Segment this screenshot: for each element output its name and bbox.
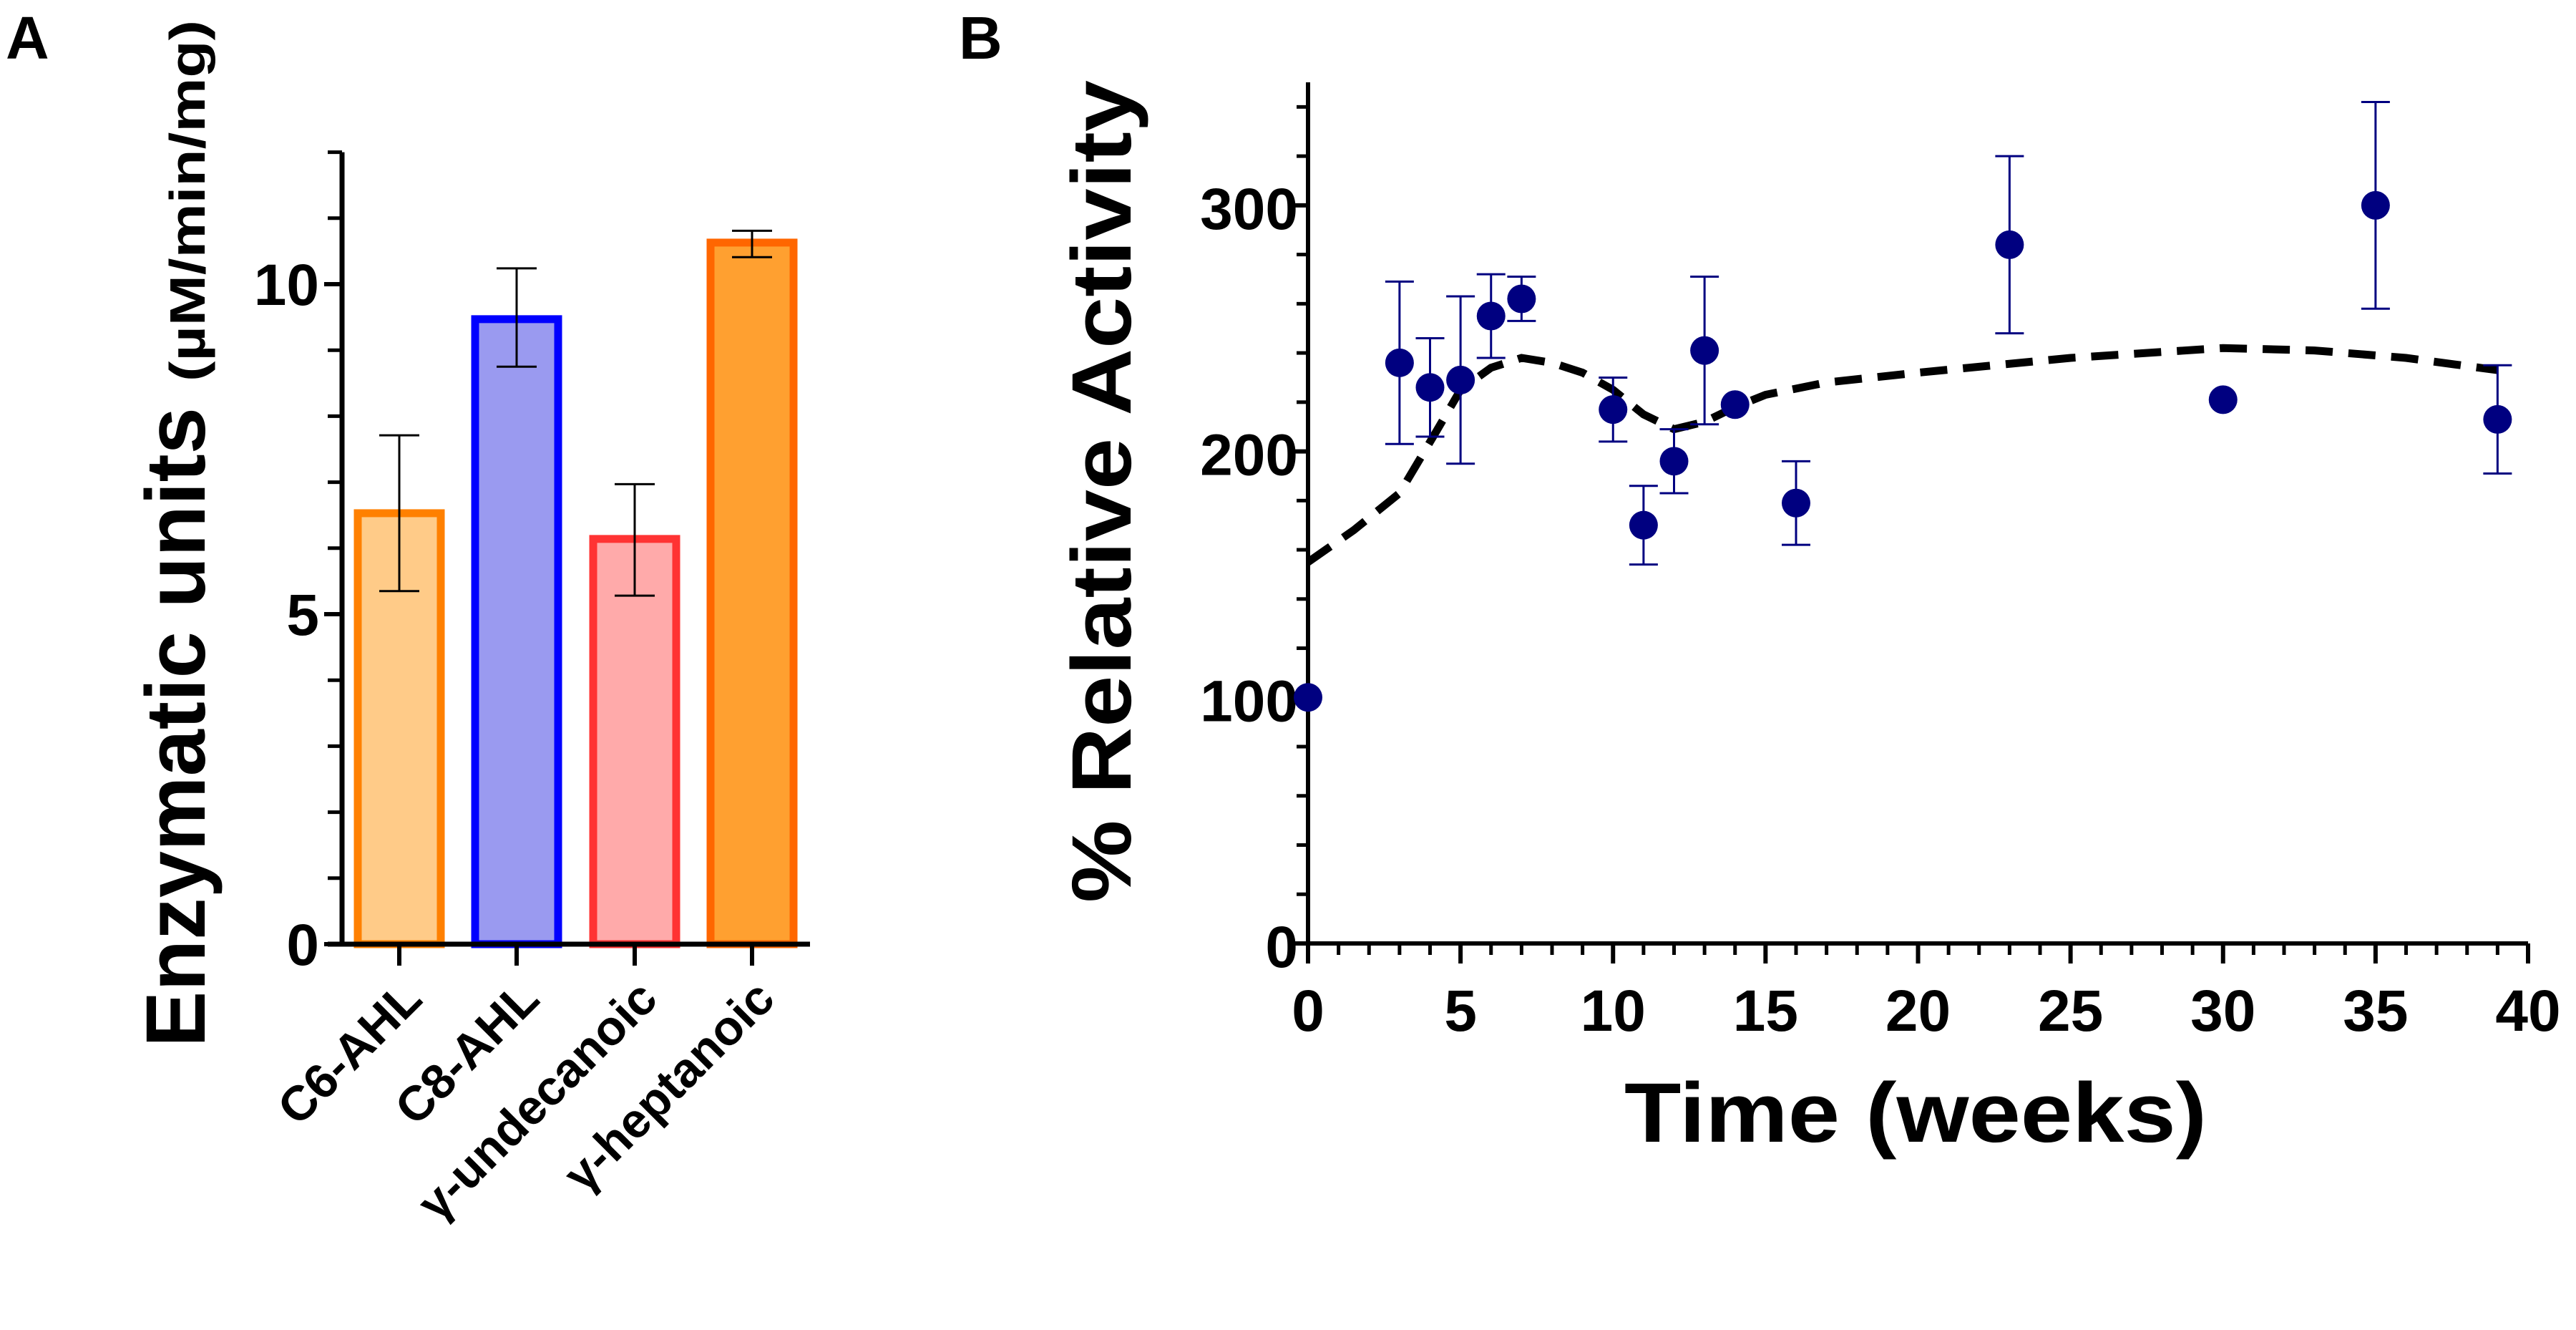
- data-point: [1507, 284, 1536, 314]
- y-tick-label: 5: [286, 583, 319, 648]
- x-tick-label: 0: [1292, 979, 1324, 1044]
- x-tick-label: 25: [2038, 979, 2103, 1044]
- data-point: [1782, 488, 1810, 518]
- data-point: [1294, 683, 1322, 712]
- panel-label-a: A: [6, 4, 49, 72]
- x-tick-label: 10: [1581, 979, 1646, 1044]
- bar: [589, 535, 680, 948]
- scatter-chart-relative-activity: % Relative Activity Time (weeks) 0 5 10 15 2…: [1055, 80, 2561, 1160]
- data-point: [1720, 390, 1750, 419]
- x-tick-label: 30: [2190, 979, 2255, 1044]
- data-point: [2208, 385, 2238, 414]
- x-axis-title: Time (weeks): [1624, 1066, 2207, 1160]
- bar-chart-enzymatic-units: Enzymatic units (µM/min/mg) C6-AHLC8-AHL…: [129, 20, 810, 1231]
- x-tick-label: 40: [2495, 979, 2560, 1044]
- bar: [706, 238, 798, 948]
- data-point: [2483, 404, 2512, 434]
- y-tick-label: 0: [286, 913, 319, 978]
- y-axis-title: Enzymatic units: [129, 407, 223, 1047]
- data-point: [1690, 336, 1719, 365]
- data-point: [1995, 230, 2024, 259]
- y-tick-label: 100: [1200, 669, 1298, 734]
- data-point: [1446, 365, 1475, 394]
- data-point: [2361, 190, 2390, 220]
- bar: [471, 315, 562, 948]
- y-axis-title: % Relative Activity: [1055, 80, 1149, 903]
- x-tick-label: 35: [2343, 979, 2408, 1044]
- data-point: [1476, 301, 1506, 331]
- panel-label-b: B: [959, 4, 1002, 72]
- y-tick-label: 10: [254, 253, 319, 318]
- x-tick-label: 20: [1885, 979, 1951, 1044]
- x-tick-label: 15: [1733, 979, 1798, 1044]
- y-axis-unit: (µM/min/mg): [160, 20, 215, 382]
- data-point: [1629, 510, 1658, 540]
- x-tick-label: 5: [1444, 979, 1477, 1044]
- y-tick-label: 200: [1200, 423, 1298, 488]
- fit-curve: [1305, 344, 2499, 566]
- data-point: [1659, 447, 1689, 476]
- data-point: [1415, 373, 1445, 402]
- y-tick-label: 0: [1265, 915, 1298, 980]
- data-point: [1385, 348, 1414, 377]
- y-tick-label: 300: [1200, 177, 1298, 242]
- data-point: [1599, 395, 1628, 424]
